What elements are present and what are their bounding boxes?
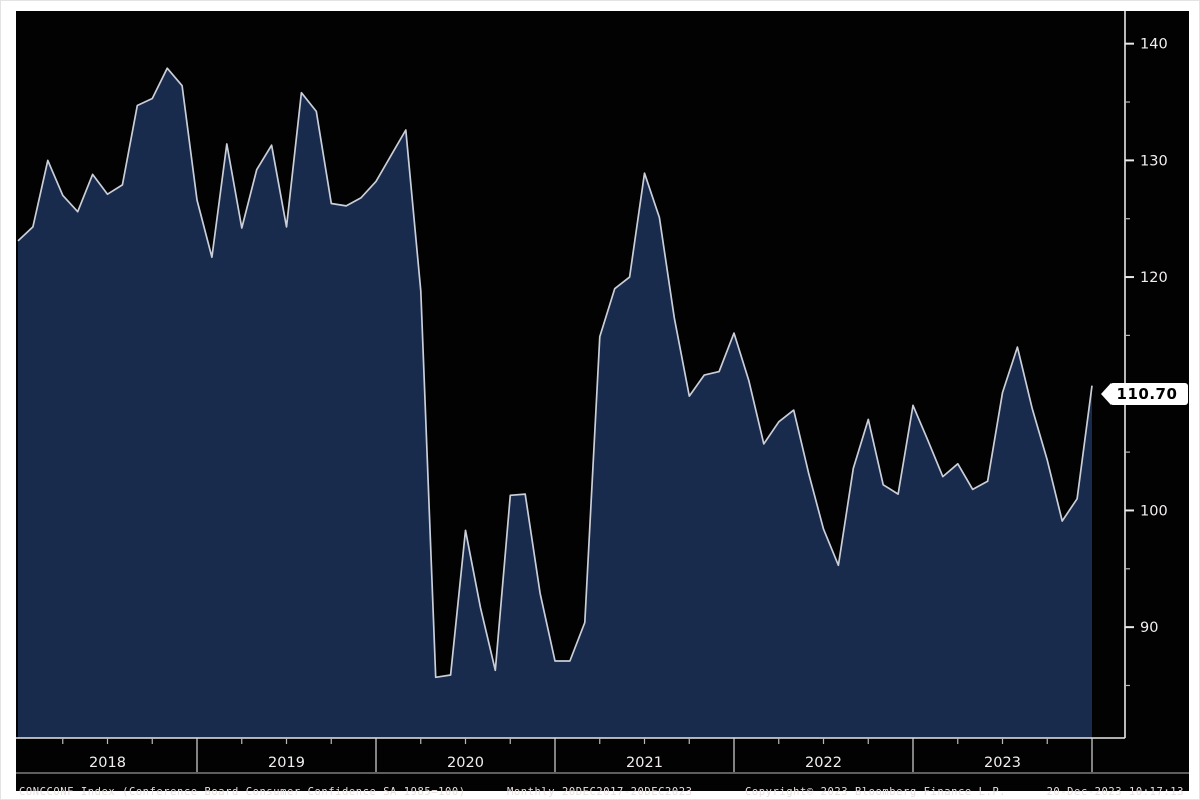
svg-text:140: 140 bbox=[1140, 37, 1168, 53]
footer-copyright: Copyright© 2023 Bloomberg Finance L.P. bbox=[745, 786, 1007, 798]
svg-text:2019: 2019 bbox=[268, 755, 305, 771]
svg-text:100: 100 bbox=[1140, 503, 1168, 519]
last-price-value: 110.70 bbox=[1110, 383, 1188, 405]
footer-timestamp: 20-Dec-2023 10:17:13 bbox=[1046, 786, 1184, 798]
svg-text:2021: 2021 bbox=[626, 755, 663, 771]
footer-periodicity: Monthly 20DEC2017-20DEC2023 bbox=[507, 786, 693, 798]
svg-text:120: 120 bbox=[1140, 270, 1168, 286]
svg-text:130: 130 bbox=[1140, 153, 1168, 169]
svg-text:2023: 2023 bbox=[984, 755, 1021, 771]
footer-security-description: CONCCONF Index (Conference Board Consume… bbox=[19, 786, 466, 798]
svg-text:2022: 2022 bbox=[805, 755, 842, 771]
svg-text:2018: 2018 bbox=[89, 755, 126, 771]
svg-text:90: 90 bbox=[1140, 620, 1158, 636]
chart-footer: CONCCONF Index (Conference Board Consume… bbox=[1, 776, 1199, 799]
last-price-badge: 110.70 bbox=[1101, 383, 1188, 405]
svg-text:2020: 2020 bbox=[447, 755, 484, 771]
badge-arrow-icon bbox=[1101, 383, 1111, 405]
chart-frame: 9010011012013014020182019202020212022202… bbox=[16, 11, 1189, 798]
